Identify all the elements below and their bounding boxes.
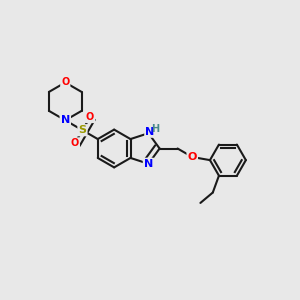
- Text: H: H: [151, 124, 159, 134]
- Text: S: S: [79, 125, 86, 135]
- Text: N: N: [144, 159, 153, 169]
- Text: O: O: [188, 152, 197, 162]
- Text: O: O: [61, 77, 69, 88]
- Text: O: O: [86, 112, 94, 122]
- Text: N: N: [61, 115, 70, 125]
- Text: O: O: [71, 138, 79, 148]
- Text: N: N: [145, 127, 154, 137]
